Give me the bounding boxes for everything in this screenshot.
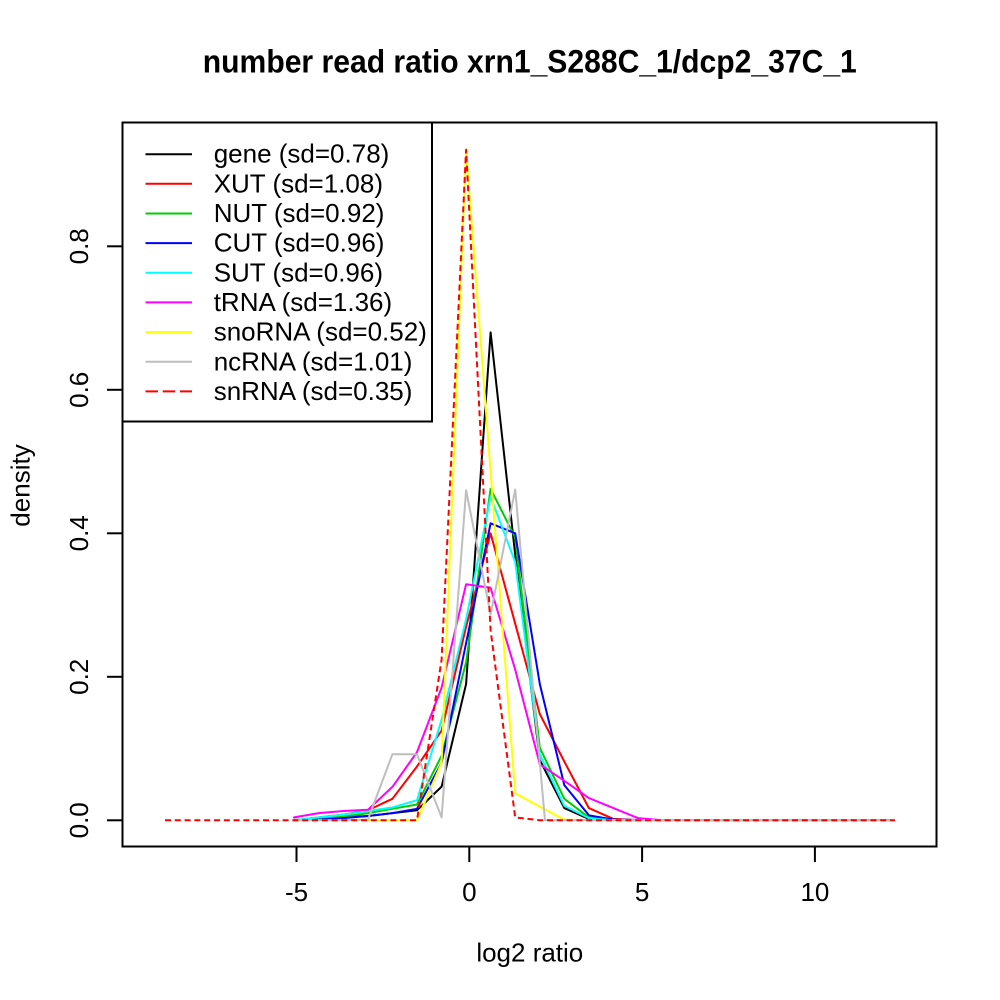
svg-text:0: 0 bbox=[462, 877, 476, 907]
svg-text:snoRNA (sd=0.52): snoRNA (sd=0.52) bbox=[214, 317, 427, 347]
svg-text:log2 ratio: log2 ratio bbox=[476, 938, 583, 968]
svg-text:0.0: 0.0 bbox=[64, 802, 94, 838]
svg-text:tRNA (sd=1.36): tRNA (sd=1.36) bbox=[214, 287, 392, 317]
svg-text:density: density bbox=[6, 444, 36, 526]
svg-text:10: 10 bbox=[800, 877, 829, 907]
svg-text:number read ratio xrn1_S288C_1: number read ratio xrn1_S288C_1/dcp2_37C_… bbox=[203, 44, 857, 80]
svg-text:SUT (sd=0.96): SUT (sd=0.96) bbox=[214, 257, 383, 287]
svg-text:snRNA (sd=0.35): snRNA (sd=0.35) bbox=[214, 376, 413, 406]
svg-text:gene (sd=0.78): gene (sd=0.78) bbox=[214, 139, 390, 169]
svg-text:ncRNA (sd=1.01): ncRNA (sd=1.01) bbox=[214, 346, 413, 376]
svg-text:0.8: 0.8 bbox=[64, 228, 94, 264]
svg-text:XUT (sd=1.08): XUT (sd=1.08) bbox=[214, 168, 383, 198]
svg-text:CUT (sd=0.96): CUT (sd=0.96) bbox=[214, 228, 385, 258]
svg-text:5: 5 bbox=[635, 877, 649, 907]
svg-text:NUT (sd=0.92): NUT (sd=0.92) bbox=[214, 198, 385, 228]
svg-text:0.2: 0.2 bbox=[64, 659, 94, 695]
svg-text:-5: -5 bbox=[285, 877, 308, 907]
svg-text:0.4: 0.4 bbox=[64, 515, 94, 551]
svg-text:0.6: 0.6 bbox=[64, 372, 94, 408]
